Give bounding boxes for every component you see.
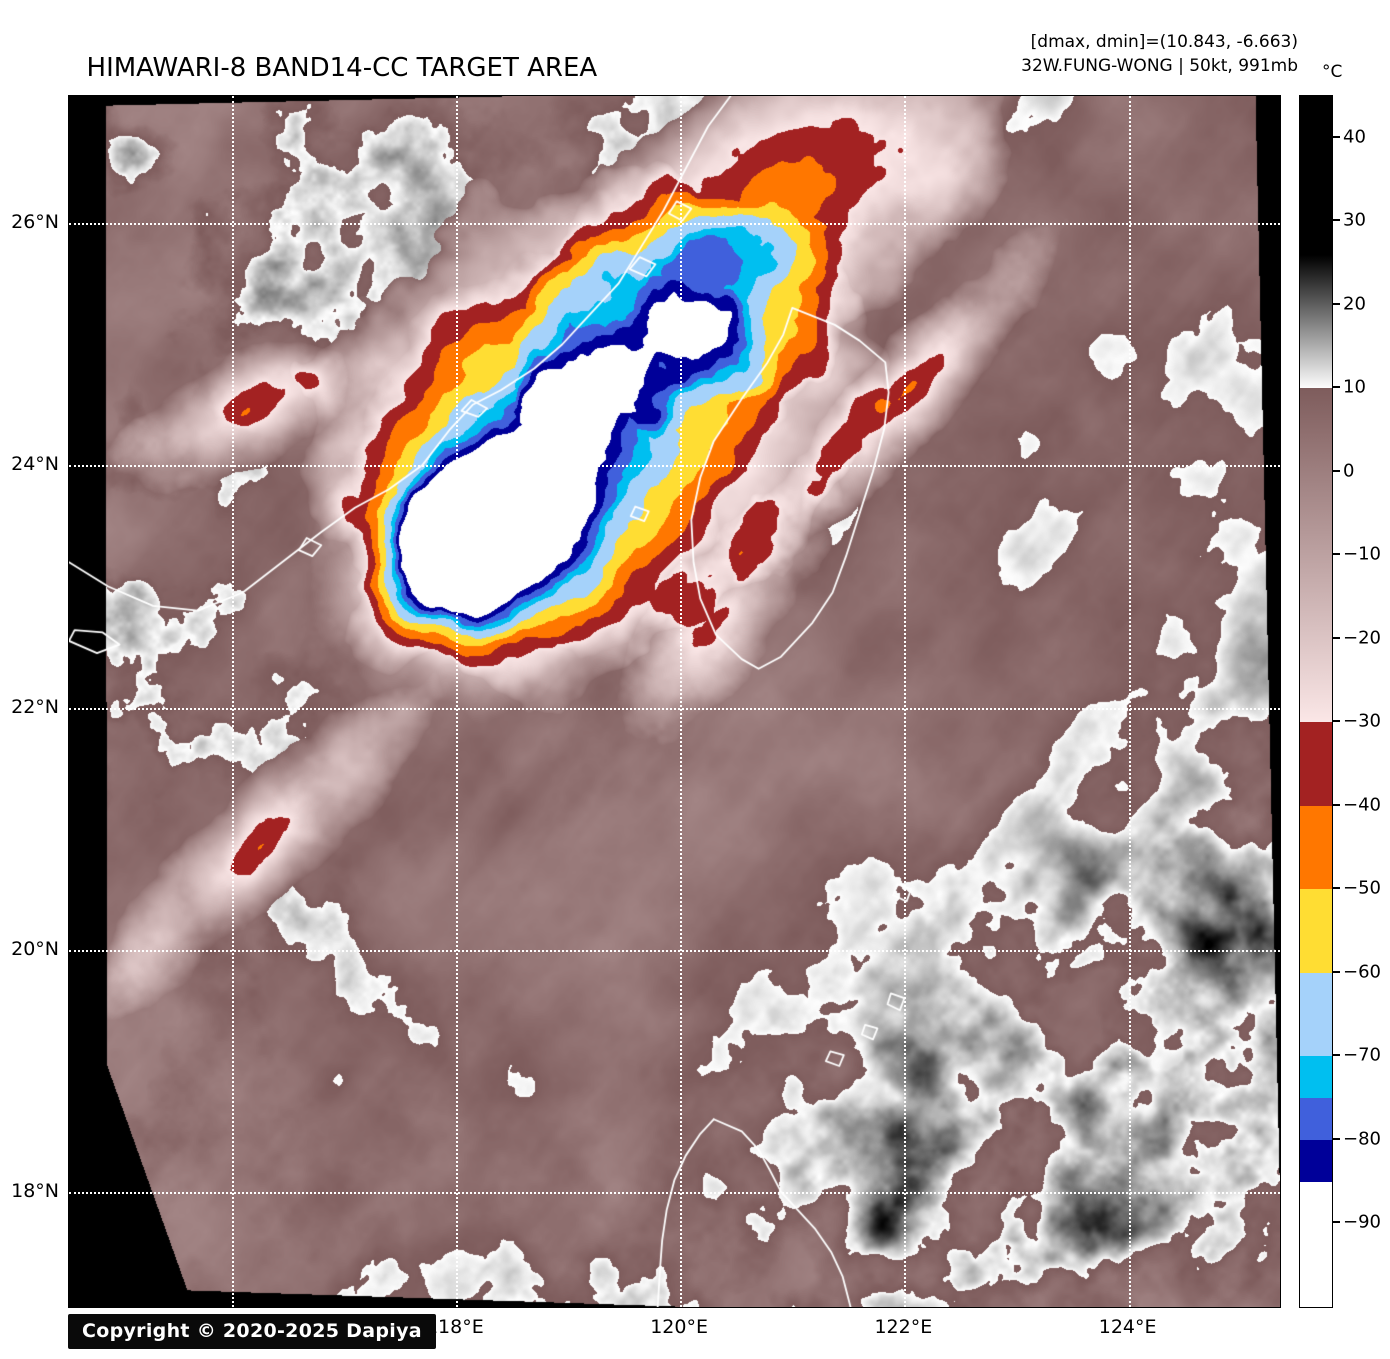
- ytick-label: 20°N: [11, 937, 59, 960]
- satellite-image-plot[interactable]: [68, 95, 1281, 1308]
- storm-info-label: 32W.FUNG-WONG | 50kt, 991mb: [1021, 56, 1298, 77]
- colorbar-band-white: [1300, 1181, 1332, 1307]
- colorbar-tickmark: [1333, 386, 1340, 389]
- colorbar-band-navy: [1300, 1139, 1332, 1183]
- colorbar-band-cyan: [1300, 1056, 1332, 1099]
- colorbar-tickmark: [1333, 302, 1340, 305]
- temperature-colorbar[interactable]: [1299, 95, 1333, 1308]
- colorbar-band-black-top: [1300, 96, 1332, 256]
- colorbar-tick-label: −70: [1343, 1044, 1381, 1066]
- ytick-label: 24°N: [11, 453, 59, 476]
- colorbar-tick-label: −30: [1343, 710, 1381, 732]
- colorbar-tickmark: [1333, 135, 1340, 138]
- colorbar-tickmark: [1333, 469, 1340, 472]
- ytick-label: 22°N: [11, 695, 59, 718]
- colorbar-band-mauve-ramp: [1300, 388, 1332, 723]
- copyright-banner: Copyright © 2020-2025 Dapiya: [68, 1314, 436, 1349]
- colorbar-unit-label: °C: [1322, 62, 1343, 82]
- metadata-block: [dmax, dmin]=(10.843, -6.663) 32W.FUNG-W…: [1021, 30, 1298, 78]
- colorbar-tick-label: 40: [1343, 126, 1366, 148]
- colorbar-tick-label: −10: [1343, 543, 1381, 565]
- colorbar-tick-label: −60: [1343, 961, 1381, 983]
- colorbar-tick-label: −40: [1343, 794, 1381, 816]
- colorbar-tick-label: −50: [1343, 877, 1381, 899]
- ytick-label: 18°N: [11, 1179, 59, 1202]
- colorbar-band-dark-red: [1300, 722, 1332, 807]
- colorbar-tickmark: [1333, 1137, 1340, 1140]
- colorbar-tick-label: 30: [1343, 209, 1366, 231]
- xtick-label: 120°E: [650, 1316, 708, 1338]
- colorbar-tickmark: [1333, 1221, 1340, 1224]
- colorbar-tickmark: [1333, 553, 1340, 556]
- dmax-dmin-label: [dmax, dmin]=(10.843, -6.663): [1030, 32, 1298, 52]
- satellite-imagery-canvas: [69, 96, 1280, 1307]
- colorbar-band-royal-blue: [1300, 1098, 1332, 1141]
- colorbar-tick-label: 10: [1343, 376, 1366, 398]
- colorbar-tick-label: 20: [1343, 293, 1366, 315]
- xtick-label: 118°E: [425, 1316, 484, 1338]
- colorbar-tick-layer: 40 30 20 10 0 −10 −20 −30 −40 −50 −60 −70 −80 −90: [1333, 95, 1389, 1308]
- xtick-label: 122°E: [874, 1316, 933, 1338]
- colorbar-tickmark: [1333, 720, 1340, 723]
- colorbar-tickmark: [1333, 219, 1340, 222]
- colorbar-band-gray-ramp: [1300, 254, 1332, 389]
- latitude-axis: 26°N 24°N 22°N 20°N 18°N: [0, 95, 60, 1308]
- colorbar-band-yellow: [1300, 889, 1332, 974]
- colorbar-tick-label: 0: [1343, 460, 1355, 482]
- colorbar-tick-label: −20: [1343, 627, 1381, 649]
- title-line-1: HIMAWARI-8 BAND14-CC TARGET AREA: [86, 52, 598, 83]
- colorbar-tick-label: −90: [1343, 1211, 1381, 1233]
- ytick-label: 26°N: [11, 211, 59, 234]
- colorbar-tickmark: [1333, 970, 1340, 973]
- colorbar-tickmark: [1333, 1054, 1340, 1057]
- colorbar-band-orange: [1300, 805, 1332, 890]
- colorbar-tickmark: [1333, 887, 1340, 890]
- colorbar-tickmark: [1333, 636, 1340, 639]
- xtick-label: 124°E: [1098, 1316, 1157, 1338]
- colorbar-tickmark: [1333, 803, 1340, 806]
- colorbar-band-light-blue: [1300, 972, 1332, 1058]
- colorbar-tick-label: −80: [1343, 1128, 1381, 1150]
